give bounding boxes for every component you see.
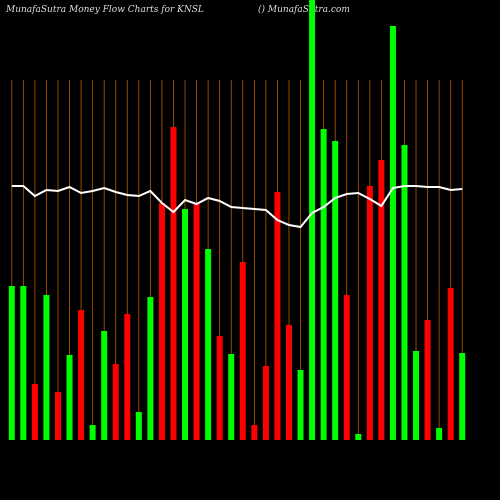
- bar: [124, 314, 131, 440]
- bar: [413, 351, 420, 440]
- bar: [309, 0, 316, 440]
- bar: [78, 310, 85, 440]
- bar: [401, 145, 408, 440]
- bar: [297, 370, 304, 440]
- bar: [239, 262, 246, 440]
- bar: [112, 364, 119, 440]
- bar: [424, 320, 431, 440]
- bar: [343, 295, 350, 440]
- bar: [447, 288, 454, 440]
- bar: [332, 141, 339, 440]
- bar: [66, 355, 73, 440]
- bar: [31, 384, 38, 440]
- bar: [101, 331, 108, 440]
- bar: [355, 434, 362, 440]
- bar: [89, 425, 96, 440]
- bar: [20, 286, 27, 440]
- bar: [320, 129, 327, 440]
- bar: [147, 297, 154, 440]
- bar: [285, 325, 292, 440]
- chart-title: MunafaSutra Money Flow Charts for KNSL: [5, 5, 204, 15]
- bar: [216, 336, 223, 440]
- bar: [158, 203, 165, 440]
- bar: [436, 428, 443, 440]
- bar: [193, 204, 200, 440]
- bar: [54, 392, 61, 440]
- bar: [205, 249, 212, 440]
- chart-subtitle: () MunafaSutra.com: [258, 4, 350, 15]
- bar: [378, 160, 385, 440]
- bar: [228, 354, 235, 440]
- bar: [8, 286, 15, 440]
- bar: [262, 366, 269, 440]
- bar: [459, 353, 466, 440]
- bar: [251, 425, 258, 440]
- bar: [366, 186, 373, 440]
- bar: [135, 412, 142, 440]
- line: [11, 185, 463, 229]
- bar: [274, 192, 281, 440]
- bar: [43, 295, 50, 440]
- bar: [170, 127, 177, 440]
- bar: [182, 209, 189, 440]
- bar: [389, 26, 396, 440]
